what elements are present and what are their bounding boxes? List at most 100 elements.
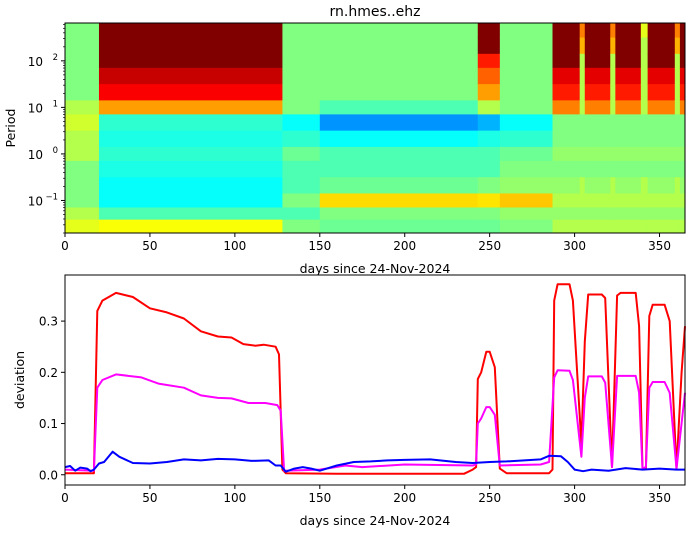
- x-tick-label: 100: [223, 239, 246, 253]
- heatmap-cell: [65, 207, 100, 221]
- heatmap-cell: [499, 177, 554, 194]
- heatmap-cell: [98, 100, 283, 115]
- heatmap-cell: [674, 114, 681, 132]
- heatmap-cell: [615, 146, 642, 162]
- heatmap-cell: [584, 100, 611, 115]
- heatmap-cell: [674, 207, 681, 221]
- heatmap-cell: [610, 37, 616, 55]
- heatmap-cell: [477, 84, 501, 101]
- heatmap-cell: [610, 23, 616, 39]
- heatmap-cell: [640, 84, 649, 101]
- heatmap-cell: [647, 130, 676, 148]
- heatmap-cell: [615, 53, 642, 69]
- heatmap-cell: [282, 130, 321, 148]
- heatmap-cell: [674, 23, 681, 39]
- heatmap-cell: [679, 160, 686, 178]
- heatmap-cell: [319, 84, 479, 101]
- line-plot-frame: [64, 274, 686, 486]
- x-tick-label: 150: [308, 491, 331, 505]
- heatmap-cell: [615, 100, 642, 115]
- heatmap-cell: [615, 219, 642, 234]
- heatmap-cell: [579, 100, 586, 115]
- heatmap-cell: [282, 160, 321, 178]
- heatmap-cell: [477, 37, 501, 55]
- heatmap-cell: [579, 146, 586, 162]
- heatmap-cell: [584, 67, 611, 85]
- series-line-2: [64, 450, 685, 473]
- heatmap-cell: [499, 100, 554, 115]
- heatmap-cell: [98, 23, 283, 39]
- x-tick-label: 50: [142, 239, 157, 253]
- heatmap-cell: [65, 37, 100, 55]
- heatmap-cell: [640, 219, 649, 234]
- heatmap-cell: [98, 130, 283, 148]
- heatmap-cell: [679, 37, 686, 55]
- heatmap-cell: [282, 100, 321, 115]
- heatmap-cell: [584, 37, 611, 55]
- heatmap-cell: [477, 146, 501, 162]
- y-tick-label: 10: [28, 101, 43, 115]
- x-tick-label: 50: [142, 491, 157, 505]
- heatmap-cell: [65, 53, 100, 69]
- heatmap-cell: [477, 177, 501, 194]
- heatmap-cell: [98, 146, 283, 162]
- heatmap-cell: [640, 177, 649, 194]
- heatmap-cell: [615, 193, 642, 208]
- heatmap-cell: [647, 146, 676, 162]
- heatmap-cell: [98, 84, 283, 101]
- heatmap-cell: [579, 160, 586, 178]
- heatmap-cell: [640, 37, 649, 55]
- heatmap-cell: [640, 193, 649, 208]
- heatmap-cell: [584, 207, 611, 221]
- heatmap-cell: [65, 177, 100, 194]
- y-tick-label: 10: [28, 55, 43, 69]
- x-tick-label: 300: [563, 239, 586, 253]
- heatmap-cell: [647, 160, 676, 178]
- x-tick-label: 250: [478, 239, 501, 253]
- y-tick-label: 10: [28, 194, 43, 208]
- y-tick-label: 0.0: [39, 468, 58, 482]
- heatmap-cell: [679, 193, 686, 208]
- x-tick-label: 100: [223, 491, 246, 505]
- heatmap-cell: [282, 219, 321, 234]
- x-tick-label: 350: [648, 239, 671, 253]
- heatmap-cell: [282, 146, 321, 162]
- heatmap-cell: [477, 130, 501, 148]
- heatmap-cell: [679, 130, 686, 148]
- heatmap-cell: [610, 84, 616, 101]
- heatmap-cell: [674, 219, 681, 234]
- heatmap-cell: [615, 84, 642, 101]
- heatmap-cell: [679, 146, 686, 162]
- heatmap-cell: [319, 53, 479, 69]
- heatmap-cell: [499, 53, 554, 69]
- heatmap-cell: [552, 67, 581, 85]
- heatmap-frame: [64, 22, 686, 234]
- heatmap-cell: [647, 193, 676, 208]
- heatmap-cell: [615, 114, 642, 132]
- x-tick-label: 150: [308, 239, 331, 253]
- heatmap-cell: [679, 114, 686, 132]
- heatmap-cell: [647, 37, 676, 55]
- heatmap-cell: [674, 84, 681, 101]
- heatmap-cell: [579, 207, 586, 221]
- heatmap-cell: [552, 84, 581, 101]
- heatmap-cell: [282, 177, 321, 194]
- y-tick-exponent: 1: [53, 99, 58, 109]
- y-tick-label: 0.2: [39, 366, 58, 380]
- heatmap-cell: [679, 219, 686, 234]
- heatmap-cell: [65, 146, 100, 162]
- heatmap-ylabel: Period: [3, 109, 18, 148]
- heatmap-cell: [282, 37, 321, 55]
- heatmap-cell: [65, 23, 100, 39]
- heatmap-cell: [282, 53, 321, 69]
- heatmap-cell: [552, 114, 581, 132]
- heatmap-cell: [640, 53, 649, 69]
- x-tick-label: 200: [393, 491, 416, 505]
- heatmap-cell: [477, 160, 501, 178]
- heatmap-cell: [499, 207, 554, 221]
- heatmap-cell: [282, 193, 321, 208]
- heatmap-cell: [647, 23, 676, 39]
- heatmap-cell: [610, 67, 616, 85]
- heatmap-cell: [65, 160, 100, 178]
